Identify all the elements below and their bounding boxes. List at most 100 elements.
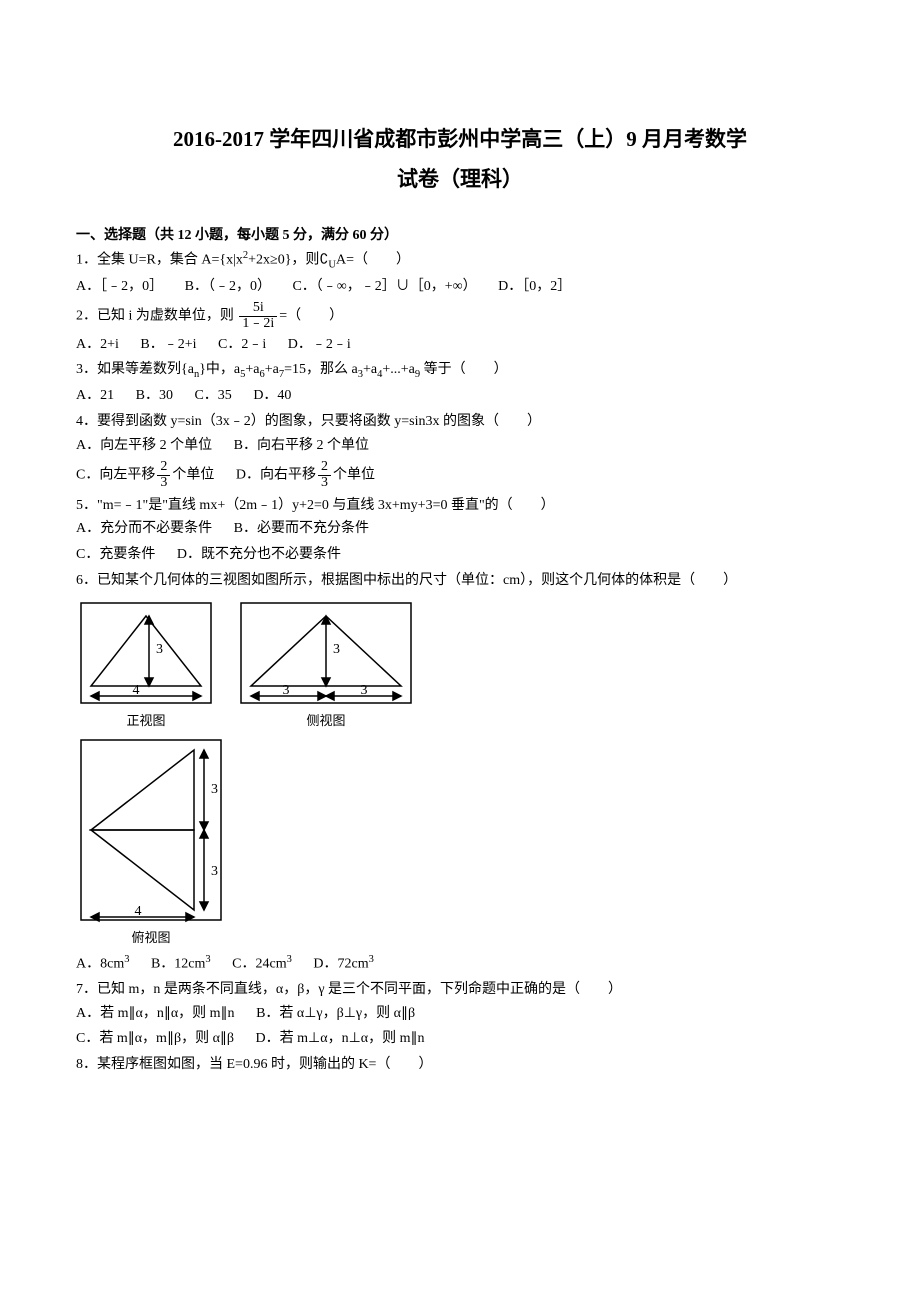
- top-view-cell: 3 3 4 俯视图: [76, 735, 226, 946]
- side-view-label: 侧视图: [306, 710, 345, 729]
- title-line-2: 试卷（理科）: [397, 167, 523, 191]
- q3-d: +a: [265, 362, 279, 377]
- q4-opt-d: D．向右平移23个单位: [236, 460, 375, 490]
- question-2: 2．已知 i 为虚数单位，则 5i 1﹣2i =（ ）: [76, 301, 844, 331]
- q3-opt-c: C．35: [194, 385, 231, 407]
- q7-opt-c: C．若 m∥α，m∥β，则 α∥β: [76, 1028, 234, 1050]
- q5-opt-a: A．充分而不必要条件: [76, 518, 212, 540]
- q4d-num: 2: [318, 460, 331, 476]
- q4-opt-b: B．向右平移 2 个单位: [234, 435, 369, 457]
- q2-frac-num: 5i: [239, 301, 277, 317]
- q7-options-row1: A．若 m∥α，n∥α，则 m∥n B．若 α⊥γ，β⊥γ，则 α∥β: [76, 1003, 844, 1025]
- q6-sup-b: 3: [205, 954, 210, 965]
- q2-opt-c: C．2﹣i: [218, 334, 266, 356]
- front-view-svg: 3 4: [76, 598, 216, 708]
- question-5: 5．"m=﹣1"是"直线 mx+（2m﹣1）y+2=0 与直线 3x+my+3=…: [76, 495, 844, 517]
- q5-opt-b: B．必要而不充分条件: [234, 518, 369, 540]
- q4-optc-b: 个单位: [172, 468, 214, 483]
- diagram-row-1: 3 4 正视图: [76, 598, 844, 729]
- q7-opt-d: D．若 m⊥α，n⊥α，则 m∥n: [256, 1028, 425, 1050]
- front-view-label: 正视图: [126, 710, 165, 729]
- q6-optb-txt: B．12cm: [151, 956, 205, 971]
- q1-stem-b: +2x≥0}，则: [248, 252, 319, 267]
- q5-options-row1: A．充分而不必要条件 B．必要而不充分条件: [76, 518, 844, 540]
- side-view-cell: 3 3 3 侧视图: [236, 598, 416, 729]
- q5-opt-d: D．既不充分也不必要条件: [177, 544, 341, 566]
- q4-fraction-d: 23: [318, 460, 331, 490]
- q1-stem-a: 1．全集 U=R，集合 A={x|x: [76, 252, 243, 267]
- q2-opt-b: B．﹣2+i: [140, 334, 196, 356]
- q6-opta-txt: A．8cm: [76, 956, 124, 971]
- q6-opt-c: C．24cm3: [232, 952, 292, 975]
- side-wl-label: 3: [283, 683, 290, 698]
- q6-sup-c: 3: [287, 954, 292, 965]
- q2-opt-a: A．2+i: [76, 334, 119, 356]
- q3-opt-a: A．21: [76, 385, 114, 407]
- q7-opt-b: B．若 α⊥γ，β⊥γ，则 α∥β: [256, 1003, 415, 1025]
- title-line-1: 2016-2017 学年四川省成都市彭州中学高三（上）9 月月考数学: [173, 127, 747, 151]
- exam-page: 2016-2017 学年四川省成都市彭州中学高三（上）9 月月考数学 试卷（理科…: [0, 0, 920, 1138]
- exam-title: 2016-2017 学年四川省成都市彭州中学高三（上）9 月月考数学 试卷（理科…: [76, 120, 844, 200]
- q4-optd-a: D．向右平移: [236, 468, 316, 483]
- q6-sup-a: 3: [124, 954, 129, 965]
- three-view-diagram: 3 4 正视图: [76, 598, 844, 946]
- q4-options-row2: C．向左平移23个单位 D．向右平移23个单位: [76, 460, 844, 490]
- q5-opt-c: C．充要条件: [76, 544, 155, 566]
- side-view-svg: 3 3 3: [236, 598, 416, 708]
- q1-options: A．［﹣2，0］ B．（﹣2，0） C．（﹣∞，﹣2］∪［0，+∞） D．［0，…: [76, 276, 844, 298]
- question-7: 7．已知 m，n 是两条不同直线，α，β，γ 是三个不同平面，下列命题中正确的是…: [76, 979, 844, 1001]
- q6-opt-b: B．12cm3: [151, 952, 211, 975]
- top-view-svg: 3 3 4: [76, 735, 226, 925]
- q6-sup-d: 3: [369, 954, 374, 965]
- q6-options: A．8cm3 B．12cm3 C．24cm3 D．72cm3: [76, 952, 844, 975]
- q3-opt-b: B．30: [136, 385, 173, 407]
- q2-opt-d: D．﹣2﹣i: [288, 334, 351, 356]
- q3-f: +a: [363, 362, 377, 377]
- question-8: 8．某程序框图如图，当 E=0.96 时，则输出的 K=（ ）: [76, 1054, 844, 1076]
- q3-e: =15，那么 a: [284, 362, 358, 377]
- q1-opt-d: D．［0，2］: [498, 276, 571, 298]
- q2-stem-b: =（ ）: [279, 309, 343, 324]
- q4c-den: 3: [157, 476, 170, 491]
- q6-optd-txt: D．72cm: [313, 956, 368, 971]
- question-6: 6．已知某个几何体的三视图如图所示，根据图中标出的尺寸（单位：cm），则这个几何…: [76, 570, 844, 592]
- q1-opt-c: C．（﹣∞，﹣2］∪［0，+∞）: [292, 276, 476, 298]
- q4-opt-c: C．向左平移23个单位: [76, 460, 214, 490]
- q3-h: 等于（ ）: [420, 362, 508, 377]
- q3-b: }中，a: [199, 362, 240, 377]
- diagram-row-2: 3 3 4 俯视图: [76, 735, 844, 946]
- top-w-label: 4: [135, 904, 142, 919]
- q6-opt-d: D．72cm3: [313, 952, 373, 975]
- q3-c: +a: [245, 362, 259, 377]
- q3-options: A．21 B．30 C．35 D．40: [76, 385, 844, 407]
- top-ht-label: 3: [211, 782, 218, 797]
- q3-g: +...+a: [382, 362, 415, 377]
- q2-frac-den: 1﹣2i: [239, 317, 277, 332]
- top-view-label: 俯视图: [131, 927, 170, 946]
- section-1-header: 一、选择题（共 12 小题，每小题 5 分，满分 60 分）: [76, 224, 844, 244]
- q6-opt-a: A．8cm3: [76, 952, 129, 975]
- q1-sub-u: U: [328, 259, 336, 270]
- q4-optd-b: 个单位: [333, 468, 375, 483]
- q2-stem-a: 2．已知 i 为虚数单位，则: [76, 309, 234, 324]
- q5-options-row2: C．充要条件 D．既不充分也不必要条件: [76, 544, 844, 566]
- q4-optc-a: C．向左平移: [76, 468, 155, 483]
- top-hb-label: 3: [211, 864, 218, 879]
- q4-fraction-c: 23: [157, 460, 170, 490]
- q1-stem-c: A=（ ）: [336, 252, 410, 267]
- q7-opt-a: A．若 m∥α，n∥α，则 m∥n: [76, 1003, 235, 1025]
- question-4: 4．要得到函数 y=sin（3x﹣2）的图象，只要将函数 y=sin3x 的图象…: [76, 411, 844, 433]
- side-h-label: 3: [333, 642, 340, 657]
- q4c-num: 2: [157, 460, 170, 476]
- front-view-cell: 3 4 正视图: [76, 598, 216, 729]
- front-w-label: 4: [133, 683, 140, 698]
- side-wr-label: 3: [361, 683, 368, 698]
- front-h-label: 3: [156, 642, 163, 657]
- q7-options-row2: C．若 m∥α，m∥β，则 α∥β D．若 m⊥α，n⊥α，则 m∥n: [76, 1028, 844, 1050]
- q4d-den: 3: [318, 476, 331, 491]
- q1-opt-b: B．（﹣2，0）: [185, 276, 271, 298]
- q1-opt-a: A．［﹣2，0］: [76, 276, 163, 298]
- question-3: 3．如果等差数列{an}中，a5+a6+a7=15，那么 a3+a4+...+a…: [76, 359, 844, 383]
- q3-opt-d: D．40: [253, 385, 291, 407]
- q2-fraction: 5i 1﹣2i: [239, 301, 277, 331]
